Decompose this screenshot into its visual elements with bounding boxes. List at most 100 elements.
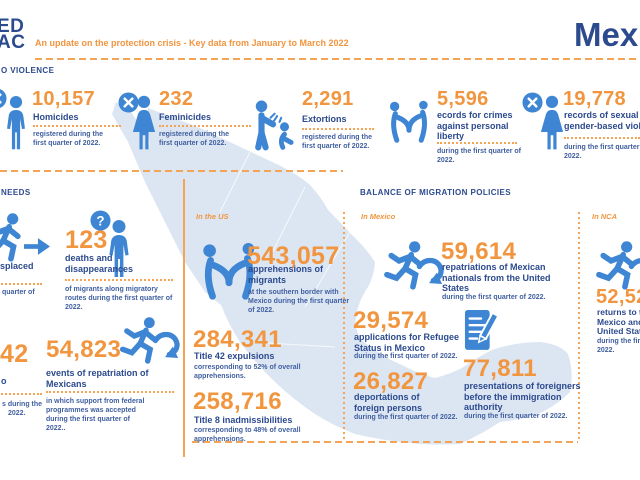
text-line: s during the [2, 401, 43, 408]
stat-value: 52,52 [596, 286, 640, 308]
column-label-in-nca: In NCA [592, 212, 617, 221]
dotted-separator [302, 128, 374, 130]
text-line: United States [597, 326, 640, 336]
text-line: 2022. [8, 410, 26, 417]
stat-label: Title 8 inadmissibilities [194, 415, 292, 426]
column-label-in-mexico: In Mexico [361, 212, 396, 221]
text-line: Homicides [33, 112, 79, 122]
text-line: Status in Mexico [354, 342, 426, 353]
stat-desc: registered during the first quarter of 2… [159, 130, 229, 148]
stat-desc: registered during the first quarter of 2… [302, 133, 372, 151]
stat-label: apprehensions of migrants [248, 264, 323, 285]
section-heading-needs: NEEDS [1, 188, 31, 197]
vertical-rule [183, 179, 185, 457]
text-line: of 2022. [248, 307, 275, 314]
text-line: o [1, 376, 7, 386]
return-arrow-icon [414, 256, 444, 284]
text-line: during the first quarter of [564, 144, 640, 151]
stat-value: 2,291 [302, 88, 354, 110]
text-line: Mexico and the [597, 316, 640, 327]
stat-label: Feminicides [159, 112, 211, 123]
text-line: nationals from the United [442, 272, 551, 283]
stat-label: ecords for crimes against personal liber… [437, 110, 513, 142]
text-line: against personal [437, 120, 509, 131]
text-line: deaths and [65, 253, 113, 263]
text-line: in which support from federal [46, 398, 145, 405]
text-line: applications for Refugee [354, 332, 460, 342]
text-line: apprehensions. [194, 373, 246, 380]
stat-label: events of repatriation of Mexicans [46, 368, 149, 389]
text-line: first quarter of 2022. [302, 143, 370, 150]
dotted-separator [0, 393, 42, 395]
text-line: during the first quarter of 2022. [354, 353, 458, 360]
stat-value: 232 [159, 88, 194, 110]
mexico-map [112, 102, 572, 445]
text-line: corresponding to 48% of overall [194, 427, 301, 434]
text-line: during the first quarter of [597, 338, 640, 345]
stat-desc: of migrants along migratory routes durin… [65, 285, 172, 312]
stat-desc: corresponding to 52% of overall apprehen… [194, 363, 301, 381]
stat-label: Title 42 expulsions [194, 351, 274, 362]
text-line: 2022. [564, 153, 582, 160]
stat-label: repatriations of Mexican nationals from … [442, 262, 551, 294]
dotted-separator [65, 279, 173, 281]
stat-desc: during the first quarter of 2022. [442, 293, 545, 302]
stat-label: presentations of foreigners before the i… [464, 381, 581, 413]
text-line: presentations of foreigners [464, 381, 581, 391]
text-line: during the first quarter of 2022. [442, 294, 546, 301]
stat-label: returns to the Mexico and the United Sta… [597, 307, 640, 337]
text-line: migrants [248, 274, 287, 285]
stat-desc: during the first quarter of 2022. [354, 413, 457, 422]
text-line: deportations of [354, 392, 420, 402]
text-line: Title 8 inadmissibilities [194, 415, 293, 425]
text-line: authority [464, 402, 503, 412]
stat-value: 26,827 [353, 368, 429, 395]
text-line: disappearances [65, 263, 134, 274]
text-line: foreign persons [354, 402, 423, 413]
text-line: records of sexual and [564, 110, 640, 120]
report-subtitle: An update on the protection crisis - Key… [35, 38, 349, 48]
text-line: before the immigration [464, 391, 562, 402]
text-line: Title 42 expulsions [194, 351, 275, 361]
stat-desc: in which support from federal programmes… [46, 397, 144, 433]
column-label-in-us: In the US [196, 212, 229, 221]
text-line: during the first quarter of 2022. [354, 414, 458, 421]
text-line: 2022.. [46, 425, 66, 432]
stat-value: 5,596 [437, 88, 489, 110]
text-line: repatriations of Mexican [442, 262, 546, 272]
text-line: Extortions [302, 114, 347, 124]
stat-label: Homicides [33, 112, 79, 123]
text-line: programmes was accepted [46, 407, 136, 414]
text-line: registered during the [159, 131, 230, 138]
bottom-rule [192, 441, 578, 443]
text-line: routes during the first quarter of [65, 295, 173, 302]
dotted-separator [0, 283, 42, 285]
text-line: apprehensions of [248, 264, 324, 274]
arrow-right-icon [24, 238, 50, 255]
stat-label: o [1, 376, 7, 387]
text-line: first quarter of 2022. [159, 140, 227, 147]
stat-value: 54,823 [46, 336, 122, 363]
stat-value: 10,157 [32, 88, 95, 110]
stat-label: applications for Refugee Status in Mexic… [354, 332, 459, 353]
dotted-separator [159, 125, 251, 127]
text-line: 2022. [437, 157, 455, 164]
stat-label: records of sexual and gender-based viole… [564, 110, 640, 131]
document-pen-icon [464, 305, 502, 353]
stat-desc: at the southern border with Mexico durin… [248, 288, 349, 315]
dotted-separator [33, 125, 121, 127]
text-line: quarter of [2, 289, 35, 296]
text-line: first quarter of 2022. [33, 140, 101, 147]
stat-desc: during the first quarter of 2022. [597, 337, 640, 355]
stat-value: 77,811 [463, 355, 537, 382]
text-line: liberty [437, 131, 465, 141]
text-line: Mexico during the first quarter [248, 298, 350, 305]
return-arrow-icon [626, 256, 640, 284]
text-line: during the first quarter of [437, 148, 521, 155]
text-line: 2022. [65, 304, 83, 311]
text-line: States [442, 283, 470, 293]
person-female-icon [128, 93, 160, 155]
text-line: during the first quarter of [46, 416, 130, 423]
text-line: corresponding to 52% of overall [194, 364, 301, 371]
